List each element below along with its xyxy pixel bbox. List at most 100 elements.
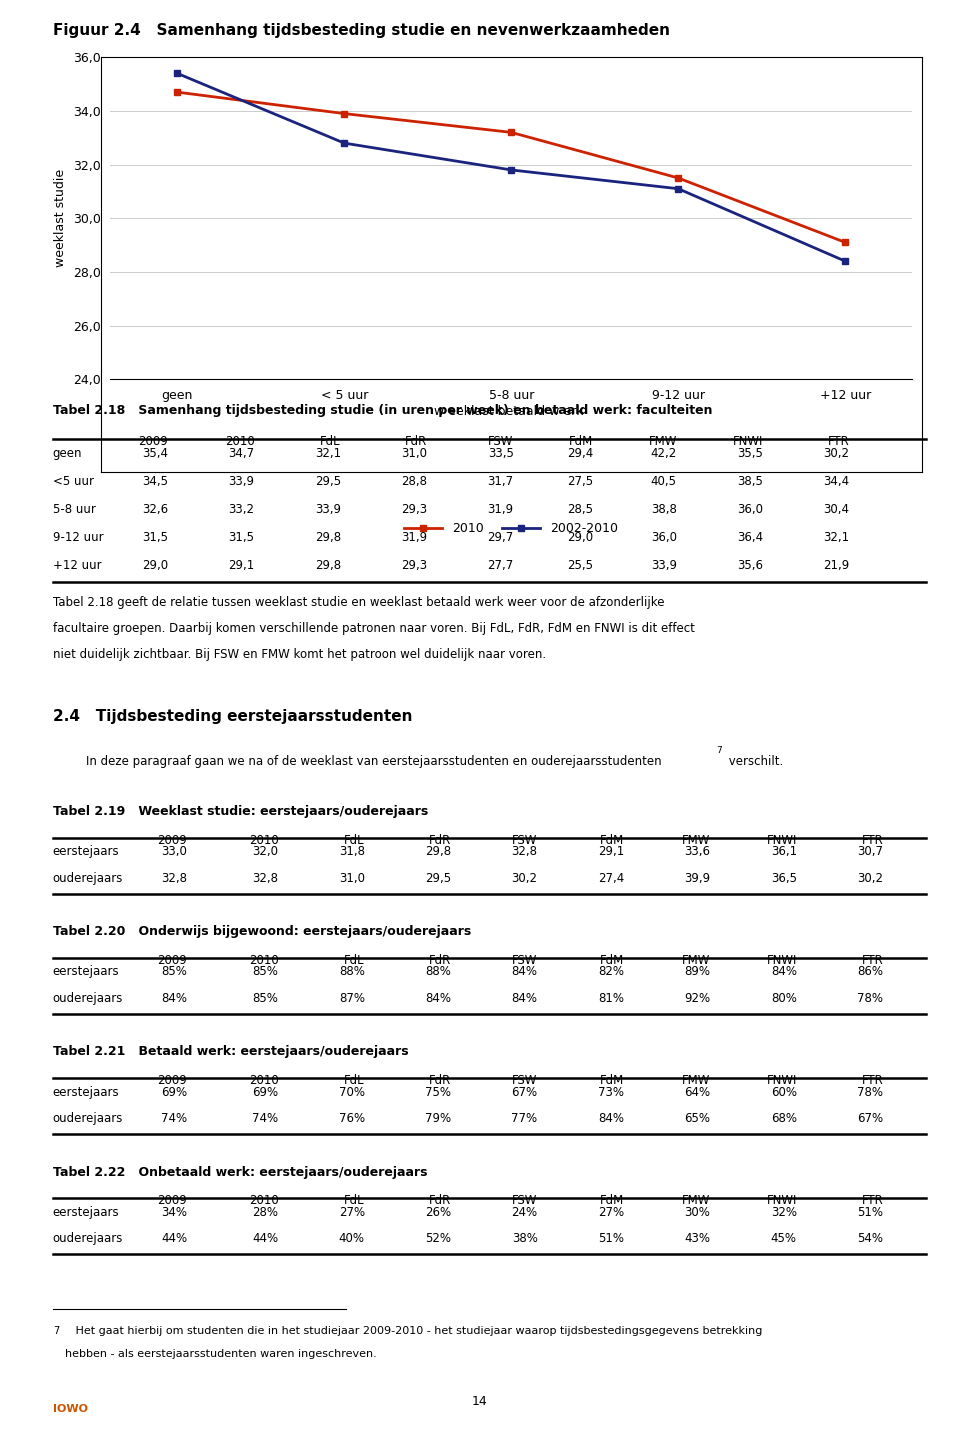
- Text: 27,5: 27,5: [567, 475, 593, 488]
- Text: ouderejaars: ouderejaars: [53, 871, 123, 884]
- Text: 34,5: 34,5: [142, 475, 168, 488]
- Text: 36,4: 36,4: [737, 531, 763, 544]
- Text: 31,5: 31,5: [228, 531, 254, 544]
- Text: ouderejaars: ouderejaars: [53, 992, 123, 1005]
- Text: FTR: FTR: [861, 833, 883, 847]
- Text: 29,5: 29,5: [425, 871, 451, 884]
- Text: 84%: 84%: [771, 966, 797, 979]
- Text: eerstejaars: eerstejaars: [53, 1086, 119, 1099]
- Text: 86%: 86%: [857, 966, 883, 979]
- Text: FdL: FdL: [345, 1195, 365, 1208]
- Text: FdR: FdR: [429, 833, 451, 847]
- Text: 43%: 43%: [684, 1232, 710, 1245]
- Text: 2009: 2009: [157, 1075, 187, 1088]
- Text: 2010: 2010: [225, 435, 254, 448]
- Text: 36,0: 36,0: [737, 502, 763, 517]
- Text: FTR: FTR: [861, 954, 883, 967]
- Text: FNWI: FNWI: [732, 435, 763, 448]
- Text: 32,1: 32,1: [824, 531, 850, 544]
- Text: FdM: FdM: [600, 1075, 624, 1088]
- Text: hebben - als eerstejaarsstudenten waren ingeschreven.: hebben - als eerstejaarsstudenten waren …: [65, 1349, 377, 1358]
- Line: 2002-2010: 2002-2010: [174, 70, 849, 265]
- Text: FNWI: FNWI: [766, 1075, 797, 1088]
- Text: 78%: 78%: [857, 992, 883, 1005]
- Text: 30,4: 30,4: [824, 502, 850, 517]
- Text: 87%: 87%: [339, 992, 365, 1005]
- Text: 33,2: 33,2: [228, 502, 254, 517]
- Text: 2010: 2010: [249, 954, 278, 967]
- Text: 75%: 75%: [425, 1086, 451, 1099]
- Text: 79%: 79%: [425, 1112, 451, 1125]
- 2010: [172, 83, 183, 100]
- Text: 32,1: 32,1: [315, 446, 341, 461]
- Text: 29,8: 29,8: [425, 846, 451, 859]
- Text: FTR: FTR: [828, 435, 850, 448]
- Text: FSW: FSW: [513, 1195, 538, 1208]
- Text: 52%: 52%: [425, 1232, 451, 1245]
- Text: 30,7: 30,7: [857, 846, 883, 859]
- Text: 40%: 40%: [339, 1232, 365, 1245]
- Text: 30,2: 30,2: [857, 871, 883, 884]
- Text: 60%: 60%: [771, 1086, 797, 1099]
- Text: 84%: 84%: [598, 1112, 624, 1125]
- Text: 85%: 85%: [252, 992, 278, 1005]
- Text: 38,8: 38,8: [651, 502, 677, 517]
- Text: 40,5: 40,5: [651, 475, 677, 488]
- Text: 35,4: 35,4: [142, 446, 168, 461]
- Text: 2009: 2009: [157, 1195, 187, 1208]
- Text: 28,8: 28,8: [401, 475, 427, 488]
- Text: Tabel 2.18   Samenhang tijdsbesteding studie (in uren per week) en betaald werk:: Tabel 2.18 Samenhang tijdsbesteding stud…: [53, 404, 712, 416]
- Text: 36,1: 36,1: [771, 846, 797, 859]
- Text: 68%: 68%: [771, 1112, 797, 1125]
- Text: 78%: 78%: [857, 1086, 883, 1099]
- Text: 26%: 26%: [425, 1206, 451, 1219]
- Text: 32,6: 32,6: [142, 502, 168, 517]
- Text: 29,1: 29,1: [228, 558, 254, 572]
- Text: 33,9: 33,9: [651, 558, 677, 572]
- Text: 29,7: 29,7: [488, 531, 514, 544]
- Text: 27,4: 27,4: [598, 871, 624, 884]
- Text: FMW: FMW: [682, 954, 710, 967]
- Text: 29,1: 29,1: [598, 846, 624, 859]
- Text: FdR: FdR: [429, 954, 451, 967]
- Text: 21,9: 21,9: [824, 558, 850, 572]
- Text: 32,8: 32,8: [512, 846, 538, 859]
- Text: ouderejaars: ouderejaars: [53, 1232, 123, 1245]
- Text: 2010: 2010: [249, 833, 278, 847]
- Text: FdM: FdM: [600, 954, 624, 967]
- Text: FTR: FTR: [861, 1195, 883, 1208]
- Text: Figuur 2.4   Samenhang tijdsbesteding studie en nevenwerkzaamheden: Figuur 2.4 Samenhang tijdsbesteding stud…: [53, 23, 670, 37]
- Text: 67%: 67%: [857, 1112, 883, 1125]
- Text: 29,8: 29,8: [315, 558, 341, 572]
- Text: 31,5: 31,5: [142, 531, 168, 544]
- Text: 69%: 69%: [252, 1086, 278, 1099]
- Text: FSW: FSW: [513, 833, 538, 847]
- Text: FdM: FdM: [600, 1195, 624, 1208]
- Text: 32,0: 32,0: [252, 846, 278, 859]
- 2002-2010: [672, 180, 684, 197]
- Text: 36,5: 36,5: [771, 871, 797, 884]
- Text: 34,7: 34,7: [228, 446, 254, 461]
- Text: 38%: 38%: [512, 1232, 538, 1245]
- Y-axis label: weeklast studie: weeklast studie: [55, 169, 67, 268]
- Text: niet duidelijk zichtbaar. Bij FSW en FMW komt het patroon wel duidelijk naar vor: niet duidelijk zichtbaar. Bij FSW en FMW…: [53, 647, 546, 661]
- Text: 67%: 67%: [512, 1086, 538, 1099]
- Text: 2010: 2010: [249, 1195, 278, 1208]
- Text: FMW: FMW: [648, 435, 677, 448]
- Text: 29,0: 29,0: [142, 558, 168, 572]
- Text: IOWO: IOWO: [53, 1404, 87, 1414]
- Text: ouderejaars: ouderejaars: [53, 1112, 123, 1125]
- Text: 84%: 84%: [512, 992, 538, 1005]
- Text: 73%: 73%: [598, 1086, 624, 1099]
- Text: FMW: FMW: [682, 833, 710, 847]
- 2002-2010: [172, 64, 183, 82]
- Text: 38,5: 38,5: [737, 475, 763, 488]
- Text: 9-12 uur: 9-12 uur: [53, 531, 104, 544]
- Text: 31,0: 31,0: [401, 446, 427, 461]
- Text: Tabel 2.19   Weeklast studie: eerstejaars/ouderejaars: Tabel 2.19 Weeklast studie: eerstejaars/…: [53, 804, 428, 819]
- Text: 33,9: 33,9: [228, 475, 254, 488]
- Text: 31,9: 31,9: [401, 531, 427, 544]
- 2010: [839, 233, 851, 250]
- 2010: [505, 123, 516, 140]
- Text: 27%: 27%: [598, 1206, 624, 1219]
